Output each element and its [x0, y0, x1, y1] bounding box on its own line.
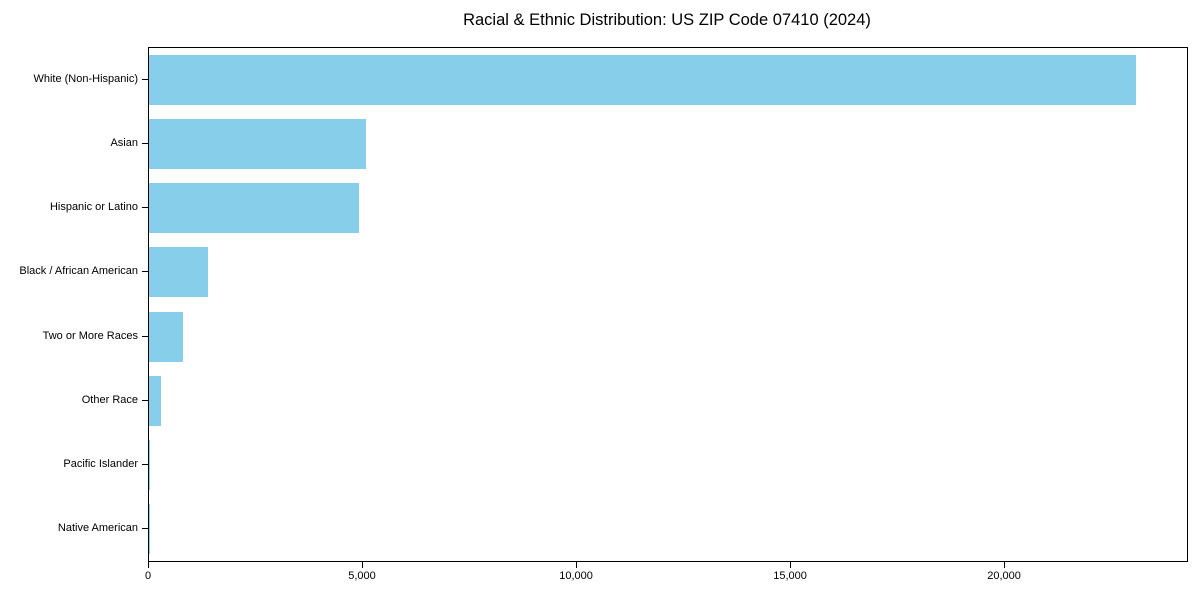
- y-tick-label: Hispanic or Latino: [49, 201, 138, 214]
- bar-black-african-american: [149, 247, 209, 298]
- y-tick-mark: [142, 207, 148, 209]
- y-tick-label: Other Race: [81, 393, 138, 406]
- x-tick-label: 10,000: [559, 570, 593, 582]
- y-tick-mark: [142, 79, 148, 81]
- bar-hispanic-or-latino: [149, 183, 360, 234]
- y-tick-label: Pacific Islander: [63, 457, 138, 470]
- bar-two-or-more-races: [149, 311, 184, 362]
- y-tick-label: White (Non-Hispanic): [33, 73, 138, 86]
- bar-asian: [149, 119, 367, 170]
- y-tick-mark: [142, 271, 148, 273]
- chart-title: Racial & Ethnic Distribution: US ZIP Cod…: [463, 11, 871, 29]
- y-tick-mark: [142, 335, 148, 337]
- x-tick-label: 0: [144, 570, 152, 582]
- y-tick-label: Black / African American: [19, 265, 138, 278]
- bar-pacific-islander: [149, 439, 151, 490]
- x-tick-label: 20,000: [987, 570, 1021, 582]
- x-tick-mark: [362, 562, 364, 568]
- x-tick-label: 15,000: [773, 570, 807, 582]
- x-tick-mark: [576, 562, 578, 568]
- bar-native-american: [149, 503, 150, 554]
- y-tick-label: Two or More Races: [42, 329, 138, 342]
- x-tick-mark: [148, 562, 149, 568]
- x-tick-label: 5,000: [348, 570, 376, 582]
- y-tick-mark: [142, 527, 148, 529]
- bar-other-race: [149, 375, 161, 426]
- y-tick-mark: [142, 143, 148, 145]
- y-tick-mark: [142, 399, 148, 401]
- plot-area: [148, 47, 1188, 562]
- x-tick-mark: [1004, 562, 1006, 568]
- x-tick-mark: [790, 562, 792, 568]
- y-tick-mark: [142, 463, 148, 465]
- y-tick-label: Asian: [110, 137, 138, 150]
- bar-white-non-hispanic: [149, 55, 1137, 106]
- y-tick-label: Native American: [57, 521, 138, 534]
